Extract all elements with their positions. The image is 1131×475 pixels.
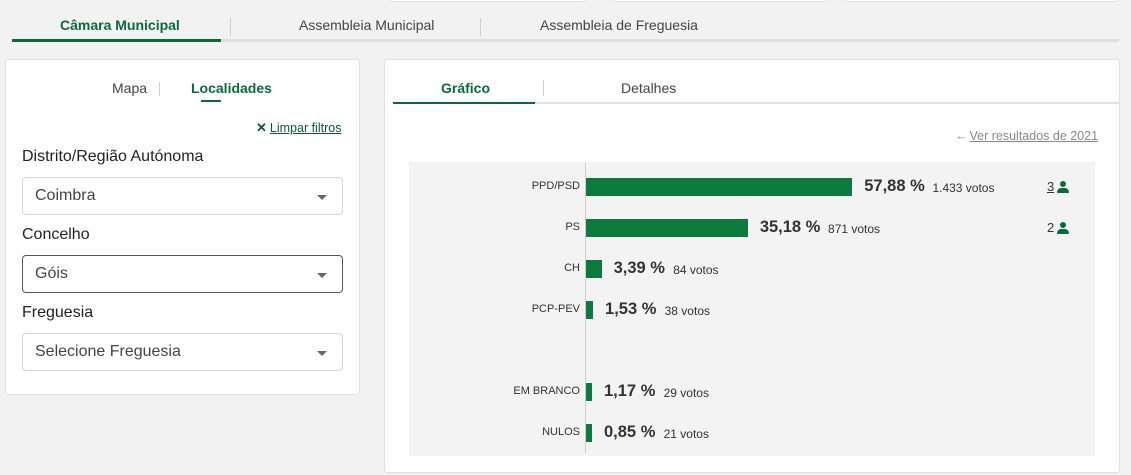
previous-results-link[interactable]: ← Ver resultados de 2021 bbox=[955, 129, 1098, 143]
chart-votes-label: 84 votos bbox=[673, 263, 719, 277]
tab-assembleia-municipal[interactable]: Assembleia Municipal bbox=[299, 17, 435, 33]
parish-select[interactable]: Selecione Freguesia bbox=[22, 333, 343, 371]
tab-assembleia-freguesia[interactable]: Assembleia de Freguesia bbox=[540, 17, 698, 33]
tab-grafico[interactable]: Gráfico bbox=[441, 80, 491, 96]
chevron-down-icon bbox=[317, 195, 327, 200]
chart-votes-label: 38 votos bbox=[664, 304, 710, 318]
tabs-baseline bbox=[393, 102, 1119, 104]
chart-category-label: NULOS bbox=[542, 426, 580, 438]
close-icon: ✕ bbox=[256, 120, 267, 135]
subtab-mapa[interactable]: Mapa bbox=[112, 80, 148, 96]
seats-number: 2 bbox=[1047, 220, 1055, 235]
tab-camara-municipal[interactable]: Câmara Municipal bbox=[60, 17, 180, 33]
seats-number: 3 bbox=[1047, 179, 1055, 194]
top-button-stub bbox=[610, 0, 830, 2]
parish-label: Freguesia bbox=[22, 304, 94, 321]
active-tab-underline bbox=[393, 102, 535, 104]
chart-bar bbox=[586, 424, 592, 442]
arrow-left-icon: ← bbox=[955, 129, 968, 143]
subtab-separator bbox=[159, 82, 160, 96]
results-chart bbox=[409, 162, 1095, 456]
district-label: Distrito/Região Autónoma bbox=[22, 148, 204, 165]
previous-results-label: Ver resultados de 2021 bbox=[969, 129, 1099, 143]
seats-count: 2 bbox=[1047, 220, 1070, 235]
tab-separator bbox=[230, 18, 231, 36]
municipality-select[interactable]: Góis bbox=[22, 255, 343, 293]
chart-votes-label: 29 votos bbox=[663, 386, 709, 400]
chevron-down-icon bbox=[317, 273, 327, 278]
chart-bar bbox=[586, 178, 853, 196]
tab-detalhes[interactable]: Detalhes bbox=[621, 80, 677, 96]
tab-separator bbox=[543, 80, 544, 96]
chart-value-label: 35,18 % bbox=[759, 218, 821, 236]
chart-axis bbox=[585, 163, 586, 453]
chart-value-label: 57,88 % bbox=[864, 177, 925, 195]
chevron-down-icon bbox=[317, 351, 327, 356]
top-button-stub bbox=[388, 0, 588, 2]
parish-value: Selecione Freguesia bbox=[35, 343, 181, 360]
chart-votes-label: 871 votos bbox=[828, 222, 881, 236]
person-icon bbox=[1057, 221, 1070, 234]
district-select[interactable]: Coimbra bbox=[22, 177, 343, 215]
tab-separator bbox=[480, 18, 481, 36]
chart-value-label: 1,53 % bbox=[605, 300, 657, 318]
chart-category-label: PCP-PEV bbox=[531, 303, 580, 315]
district-value: Coimbra bbox=[35, 187, 96, 204]
active-tab-underline bbox=[12, 39, 221, 42]
clear-filters-label: Limpar filtros bbox=[269, 121, 342, 135]
person-icon bbox=[1057, 180, 1070, 193]
clear-filters-link[interactable]: ✕ Limpar filtros bbox=[256, 120, 341, 136]
seats-count[interactable]: 3 bbox=[1047, 179, 1070, 194]
election-type-tabs: Câmara Municipal Assembleia Municipal As… bbox=[0, 10, 1131, 42]
municipality-label: Concelho bbox=[22, 226, 90, 243]
chart-value-label: 3,39 % bbox=[613, 259, 665, 277]
chart-bar bbox=[586, 383, 592, 401]
chart-bar bbox=[586, 219, 748, 237]
chart-value-label: 1,17 % bbox=[604, 382, 656, 400]
results-panel: Gráfico Detalhes ← Ver resultados de 2021… bbox=[384, 59, 1120, 473]
chart-votes-label: 21 votos bbox=[663, 427, 709, 441]
subtab-active-underline bbox=[201, 100, 221, 102]
filters-panel: Mapa Localidades ✕ Limpar filtros Distrit… bbox=[5, 59, 360, 395]
top-button-stub bbox=[842, 0, 1120, 2]
chart-category-label: EM BRANCO bbox=[513, 385, 580, 397]
chart-value-label: 0,85 % bbox=[604, 423, 656, 441]
chart-category-label: PPD/PSD bbox=[531, 180, 580, 192]
municipality-value: Góis bbox=[35, 265, 68, 282]
chart-category-label: PS bbox=[565, 221, 580, 233]
chart-votes-label: 1.433 votos bbox=[932, 181, 995, 195]
chart-category-label: CH bbox=[564, 262, 580, 274]
chart-bar bbox=[586, 301, 594, 319]
subtab-localidades[interactable]: Localidades bbox=[191, 80, 272, 96]
tabs-baseline bbox=[12, 39, 1119, 42]
chart-bar bbox=[586, 260, 602, 278]
